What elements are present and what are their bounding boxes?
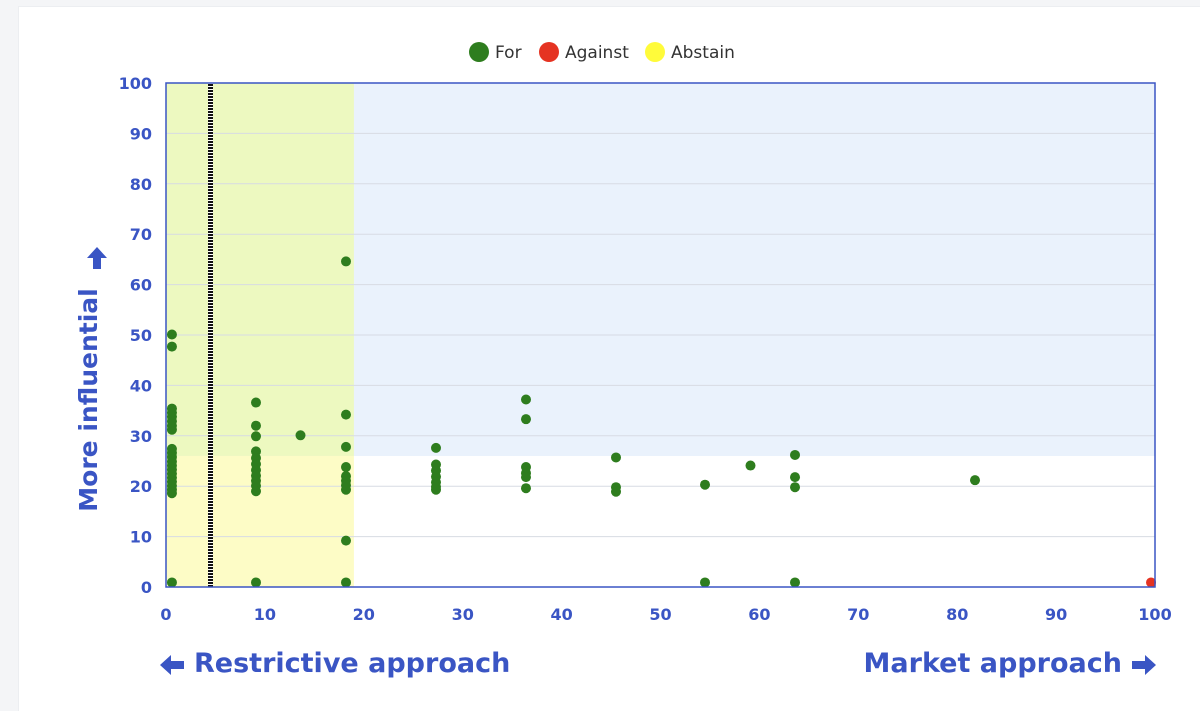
x-tick-label: 60 bbox=[748, 605, 770, 624]
point-for bbox=[790, 482, 801, 493]
point-for bbox=[295, 430, 306, 441]
point-for bbox=[250, 420, 261, 431]
point-for bbox=[430, 484, 441, 495]
restrictive-approach-label: Restrictive approach bbox=[194, 648, 511, 679]
x-tick-label: 50 bbox=[649, 605, 671, 624]
legend-swatch-abstain bbox=[645, 42, 665, 62]
y-axis-title: More influential bbox=[74, 288, 103, 511]
y-tick-label: 70 bbox=[130, 225, 152, 244]
point-for bbox=[340, 577, 351, 588]
point-for bbox=[970, 475, 981, 486]
point-for bbox=[340, 256, 351, 267]
point-for bbox=[250, 431, 261, 442]
y-axis-title-group: More influential bbox=[74, 247, 107, 512]
y-tick-label: 60 bbox=[130, 276, 152, 295]
x-tick-label: 80 bbox=[946, 605, 968, 624]
x-axis-caption-right: Market approach bbox=[864, 648, 1156, 679]
point-for bbox=[340, 409, 351, 420]
point-for bbox=[250, 577, 261, 588]
point-for bbox=[340, 441, 351, 452]
chart-regions bbox=[166, 83, 1155, 587]
gridlines bbox=[166, 132, 1155, 538]
y-tick-label: 50 bbox=[130, 326, 152, 345]
x-tick-label: 20 bbox=[353, 605, 375, 624]
arrow-left-icon bbox=[160, 654, 184, 675]
arrow-up-icon bbox=[87, 247, 107, 269]
y-tick-label: 0 bbox=[141, 578, 152, 597]
x-tick-label: 0 bbox=[160, 605, 171, 624]
point-for bbox=[340, 535, 351, 546]
x-tick-label: 10 bbox=[254, 605, 276, 624]
y-tick-label: 30 bbox=[130, 427, 152, 446]
point-for bbox=[166, 341, 177, 352]
x-tick-label: 30 bbox=[452, 605, 474, 624]
point-for bbox=[250, 486, 261, 497]
x-tick-label: 40 bbox=[550, 605, 572, 624]
point-for bbox=[790, 577, 801, 588]
legend: For Against Abstain bbox=[469, 42, 735, 63]
point-for bbox=[340, 462, 351, 473]
point-for bbox=[700, 479, 711, 490]
point-for bbox=[166, 488, 177, 499]
y-tick-label: 80 bbox=[130, 175, 152, 194]
y-tick-label: 100 bbox=[119, 74, 152, 93]
legend-label-abstain: Abstain bbox=[671, 43, 735, 63]
point-for bbox=[430, 442, 441, 453]
point-for bbox=[520, 472, 531, 483]
legend-label-against: Against bbox=[565, 43, 629, 63]
x-tick-label: 90 bbox=[1045, 605, 1067, 624]
y-tick-label: 40 bbox=[130, 376, 152, 395]
point-for bbox=[610, 486, 621, 497]
point-for bbox=[520, 414, 531, 425]
x-tick-label: 70 bbox=[847, 605, 869, 624]
region-restrictive-upper bbox=[166, 83, 354, 456]
x-axis-ticks: 0 10 20 30 40 50 60 70 80 90 100 bbox=[160, 605, 1171, 624]
point-for bbox=[745, 460, 756, 471]
point-for bbox=[340, 484, 351, 495]
plot-frame bbox=[165, 82, 1156, 588]
data-points bbox=[166, 256, 1157, 588]
legend-swatch-for bbox=[469, 42, 489, 62]
y-tick-label: 90 bbox=[130, 124, 152, 143]
point-for bbox=[520, 483, 531, 494]
point-for bbox=[166, 424, 177, 435]
point-for bbox=[520, 394, 531, 405]
point-against bbox=[1146, 577, 1157, 588]
point-for bbox=[166, 329, 177, 340]
y-axis-ticks: 0 10 20 30 40 50 60 70 80 90 100 bbox=[119, 74, 152, 597]
point-for bbox=[790, 449, 801, 460]
market-approach-label: Market approach bbox=[863, 648, 1122, 679]
point-for bbox=[250, 397, 261, 408]
point-for bbox=[610, 452, 621, 463]
x-tick-label: 100 bbox=[1138, 605, 1171, 624]
y-tick-label: 20 bbox=[130, 477, 152, 496]
point-for bbox=[166, 577, 177, 588]
y-tick-label: 10 bbox=[130, 528, 152, 547]
point-for bbox=[790, 472, 801, 483]
point-for bbox=[700, 577, 711, 588]
x-axis-caption-left: Restrictive approach bbox=[160, 648, 510, 679]
legend-label-for: For bbox=[495, 43, 522, 63]
arrow-right-icon bbox=[1132, 654, 1156, 675]
legend-swatch-against bbox=[539, 42, 559, 62]
